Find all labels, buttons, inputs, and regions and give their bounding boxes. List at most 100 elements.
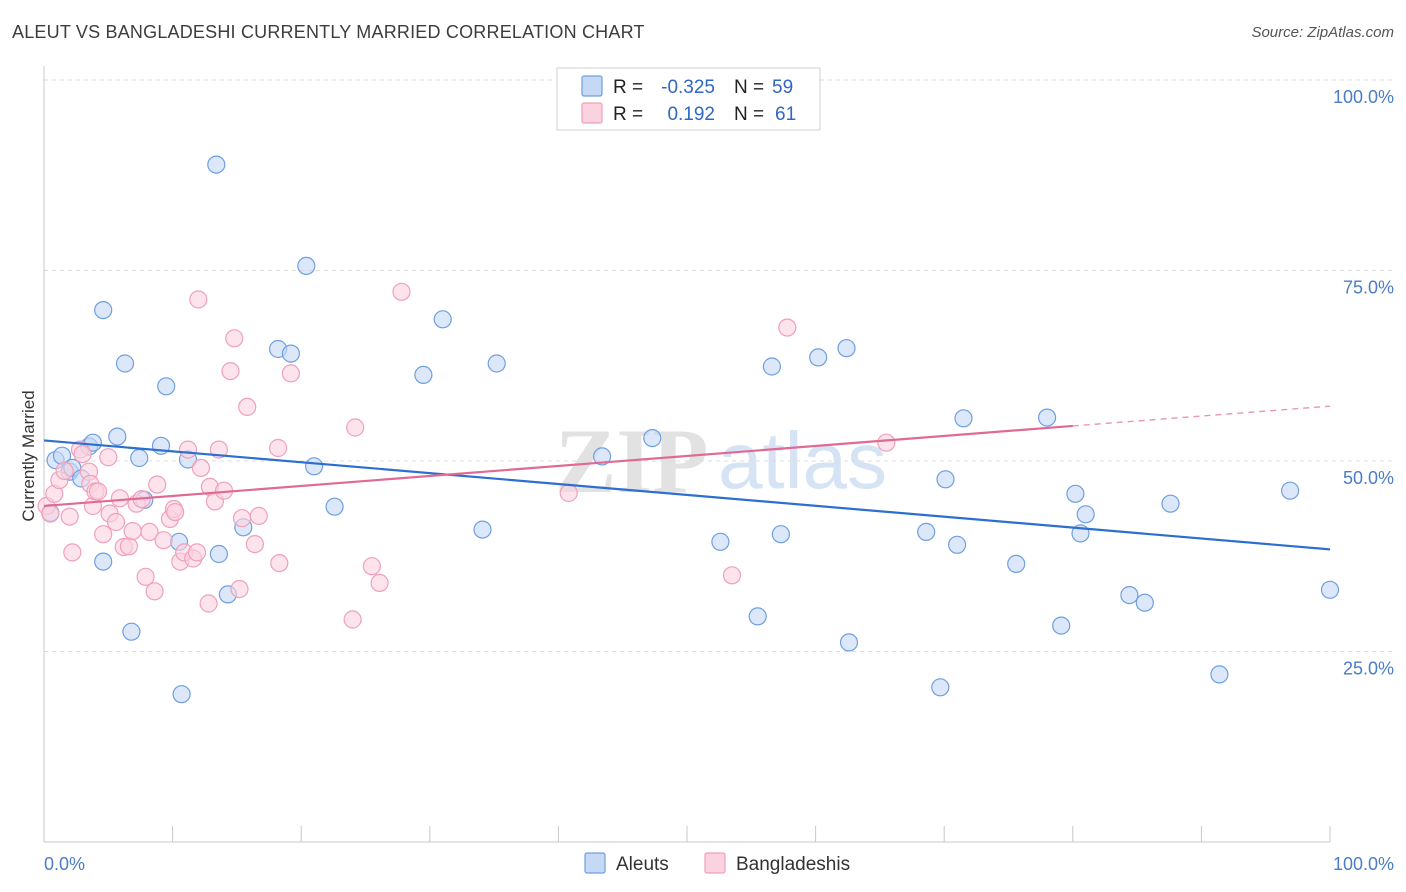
- bangladeshi-point: [94, 525, 113, 544]
- aleut-point: [917, 522, 936, 542]
- y-tick-labels: 25.0% 50.0% 75.0% 100.0%: [1333, 87, 1394, 679]
- aleut-point: [209, 544, 228, 564]
- bangladeshi-point: [370, 573, 389, 593]
- legend-r-label-2: R =: [613, 104, 643, 125]
- y-tick-label-50: 50.0%: [1343, 468, 1394, 488]
- bangladeshi-point: [199, 594, 218, 613]
- y-tick-label-100: 100.0%: [1333, 87, 1394, 107]
- aleut-point: [1007, 554, 1026, 574]
- legend-n-label-2: N =: [734, 104, 764, 125]
- bottom-legend-swatch-bangladeshi: [704, 852, 726, 874]
- bottom-legend-aleut: Aleuts: [616, 854, 669, 875]
- legend-r-label-1: R =: [613, 77, 643, 98]
- bangladeshi-point: [230, 579, 249, 599]
- bangladeshi-point: [221, 362, 240, 381]
- aleut-point: [473, 520, 492, 539]
- aleut-points: [41, 155, 1340, 704]
- source-label: Source: ZipAtlas.com: [1251, 24, 1394, 41]
- bangladeshi-point: [362, 557, 381, 576]
- aleut-point: [1135, 593, 1154, 612]
- aleut-point: [108, 427, 127, 446]
- aleut-point: [748, 607, 767, 626]
- bangladeshi-point: [110, 489, 130, 508]
- aleut-point: [954, 409, 973, 428]
- bangladeshi-point: [191, 458, 210, 477]
- y-tick-label-75: 75.0%: [1343, 278, 1394, 298]
- bangladeshi-point: [189, 290, 208, 309]
- bangladeshi-point: [55, 461, 74, 480]
- gridlines: [44, 79, 1394, 652]
- aleut-point: [592, 447, 612, 466]
- aleut-point: [1076, 505, 1095, 524]
- legend-n-value-2: 61: [775, 104, 796, 125]
- bangladeshi-point: [225, 329, 244, 348]
- bangladeshi-point: [187, 543, 207, 562]
- bangladeshi-point: [63, 543, 82, 562]
- aleut-trend-line: [43, 439, 1331, 551]
- aleut-point: [762, 357, 782, 376]
- aleut-point: [1120, 585, 1139, 605]
- bangladeshi-point: [154, 531, 173, 550]
- bangladeshi-point: [249, 506, 268, 526]
- aleut-point: [414, 365, 433, 384]
- aleut-point: [305, 457, 324, 476]
- aleut-point: [1210, 665, 1229, 684]
- aleut-point: [487, 354, 506, 373]
- y-tick-label-25: 25.0%: [1343, 659, 1394, 679]
- aleut-point: [115, 354, 135, 373]
- bangladeshi-point: [178, 440, 198, 459]
- bangladeshi-point: [136, 567, 155, 586]
- bangladeshi-trend-line: [43, 424, 1073, 508]
- bottom-legend-bangladeshi: Bangladeshis: [736, 854, 850, 875]
- aleut-point: [1280, 481, 1300, 500]
- bangladeshi-point: [148, 475, 167, 494]
- bangladeshi-point: [41, 504, 60, 523]
- aleut-point: [94, 301, 113, 320]
- bangladeshi-point: [245, 534, 264, 554]
- legend-swatch-aleut: [581, 75, 603, 97]
- aleut-point: [809, 348, 828, 367]
- aleut-point: [433, 310, 452, 329]
- bangladeshi-point: [123, 521, 142, 541]
- aleut-point: [130, 448, 149, 468]
- aleut-point: [1037, 408, 1057, 427]
- chart-title: ALEUT VS BANGLADESHI CURRENTLY MARRIED C…: [12, 22, 645, 42]
- aleut-point: [281, 344, 300, 363]
- trend-lines: [43, 405, 1331, 551]
- bangladeshi-point: [392, 282, 411, 301]
- bangladeshi-point: [166, 502, 185, 522]
- bangladeshi-trend-extension: [1072, 405, 1331, 427]
- legend-swatch-bangladeshi: [581, 102, 603, 124]
- bangladeshi-point: [269, 438, 288, 458]
- bangladeshi-point: [119, 537, 138, 556]
- bangladeshi-point: [106, 512, 126, 532]
- bangladeshi-point: [877, 433, 896, 452]
- bangladeshi-point: [73, 445, 92, 464]
- aleut-point: [207, 155, 226, 174]
- legend-n-value-1: 59: [772, 77, 793, 98]
- aleut-point: [172, 685, 191, 704]
- aleut-point: [122, 622, 141, 641]
- aleut-point: [947, 535, 967, 554]
- aleut-point: [936, 470, 955, 489]
- bangladeshi-point: [232, 509, 252, 528]
- aleut-point: [94, 552, 113, 571]
- aleut-point: [297, 256, 316, 275]
- legend-box: R = -0.325 N = 59 R = 0.192 N = 61: [556, 67, 821, 131]
- aleut-point: [643, 429, 662, 448]
- bottom-legend: Aleuts Bangladeshis: [584, 852, 850, 875]
- bangladeshi-point: [88, 482, 108, 501]
- bangladeshi-point: [343, 610, 362, 629]
- legend-r-value-1: -0.325: [661, 77, 715, 98]
- y-axis-label: Currently Married: [19, 390, 38, 521]
- x-tick-min: 0.0%: [44, 854, 85, 874]
- bangladeshi-point: [145, 582, 164, 601]
- aleut-point: [325, 497, 344, 516]
- aleut-point: [771, 525, 791, 544]
- bottom-legend-swatch-aleut: [584, 852, 606, 874]
- aleut-point: [1052, 616, 1071, 635]
- aleut-point: [931, 678, 950, 697]
- aleut-point: [837, 339, 856, 358]
- bangladeshi-point: [722, 566, 742, 585]
